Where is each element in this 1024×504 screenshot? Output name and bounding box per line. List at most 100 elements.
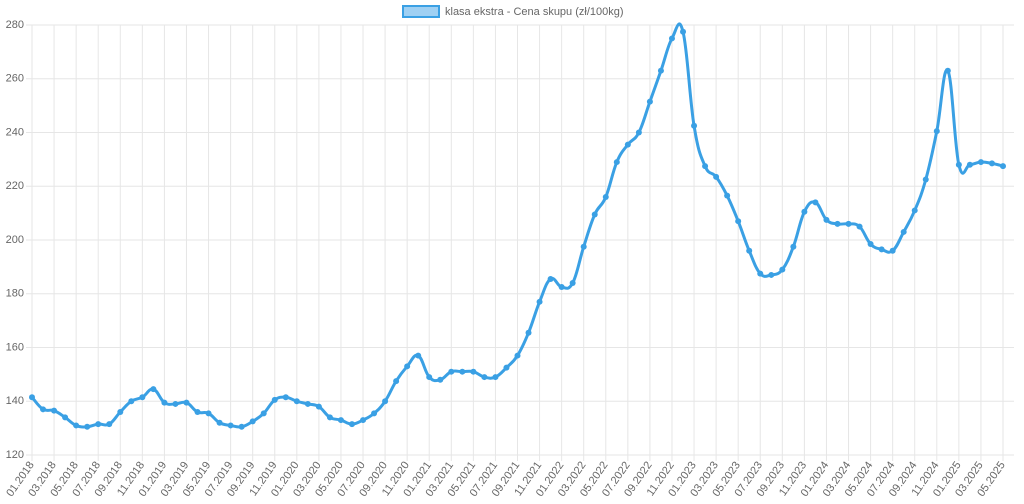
data-point: [348, 421, 355, 428]
data-point: [922, 176, 929, 183]
data-point: [227, 422, 234, 429]
data-point: [569, 280, 576, 286]
data-point: [404, 363, 411, 370]
data-point: [470, 368, 477, 375]
data-point: [382, 398, 389, 405]
data-point: [668, 35, 675, 42]
data-point: [580, 243, 587, 250]
data-point: [161, 399, 168, 406]
data-point: [106, 421, 113, 428]
data-point: [768, 271, 775, 278]
data-point: [646, 98, 653, 105]
data-point: [702, 163, 709, 170]
y-tick-label: 180: [6, 288, 24, 300]
data-point: [183, 399, 190, 406]
data-point: [492, 374, 499, 381]
data-point: [823, 216, 830, 223]
data-point: [326, 414, 333, 421]
data-point: [216, 419, 223, 426]
data-point: [360, 417, 367, 424]
data-point: [51, 407, 58, 414]
data-point: [613, 159, 620, 166]
legend-label: klasa ekstra - Cena skupu (zł/100kg): [445, 6, 624, 18]
data-point: [437, 376, 444, 383]
data-point: [459, 368, 466, 375]
legend-swatch: [402, 5, 440, 18]
data-point: [812, 199, 819, 206]
data-point: [238, 423, 245, 430]
data-point: [282, 394, 289, 401]
data-point: [757, 270, 764, 277]
data-point: [315, 403, 322, 410]
data-point: [415, 352, 422, 359]
data-point: [900, 228, 907, 235]
data-point: [602, 194, 609, 200]
data-point: [746, 247, 753, 254]
data-point: [547, 275, 554, 282]
data-point: [1000, 163, 1006, 170]
data-point: [95, 421, 102, 428]
data-point: [955, 161, 962, 168]
data-point: [503, 364, 510, 371]
data-point: [735, 218, 742, 225]
data-point: [889, 247, 896, 254]
data-point: [591, 211, 598, 218]
data-point: [988, 160, 995, 167]
data-point: [977, 159, 984, 166]
data-point: [293, 398, 300, 405]
data-point: [933, 128, 940, 135]
data-point: [790, 243, 797, 250]
data-point: [271, 396, 278, 403]
data-point: [834, 220, 841, 227]
data-point: [558, 284, 565, 291]
data-point: [172, 400, 179, 407]
y-tick-label: 220: [6, 180, 24, 192]
data-point: [944, 67, 951, 74]
data-point: [117, 409, 124, 415]
data-point: [29, 394, 35, 401]
data-point: [249, 418, 256, 425]
data-point: [911, 207, 918, 214]
data-point: [84, 423, 91, 430]
data-point: [779, 266, 786, 273]
data-point: [194, 409, 201, 415]
data-point: [635, 129, 642, 136]
data-point: [40, 406, 47, 413]
data-point: [691, 122, 698, 129]
data-point: [150, 386, 157, 393]
data-point: [393, 378, 400, 385]
data-point: [624, 141, 631, 148]
data-point: [337, 417, 344, 424]
data-point: [801, 208, 808, 215]
data-point: [680, 28, 687, 35]
data-point: [371, 410, 378, 417]
data-point: [713, 173, 720, 180]
data-point: [525, 329, 532, 336]
data-point: [62, 414, 69, 421]
data-point: [536, 298, 543, 305]
data-point: [878, 246, 885, 253]
data-point: [514, 352, 521, 359]
data-point: [724, 192, 731, 199]
y-tick-label: 120: [6, 449, 24, 461]
y-tick-label: 200: [6, 234, 24, 246]
y-tick-label: 160: [6, 341, 24, 353]
data-point: [966, 161, 973, 168]
data-point: [139, 394, 146, 401]
y-tick-label: 280: [6, 19, 24, 31]
data-point: [426, 374, 433, 381]
data-point: [128, 398, 135, 405]
data-point: [205, 410, 212, 417]
data-point: [856, 223, 863, 230]
y-tick-label: 140: [6, 395, 24, 407]
y-tick-label: 240: [6, 126, 24, 138]
data-point: [260, 410, 267, 417]
data-point: [73, 422, 80, 429]
y-tick-label: 260: [6, 73, 24, 85]
data-point: [448, 368, 455, 375]
data-point: [845, 220, 852, 227]
data-point: [867, 241, 874, 248]
data-point: [657, 67, 664, 74]
